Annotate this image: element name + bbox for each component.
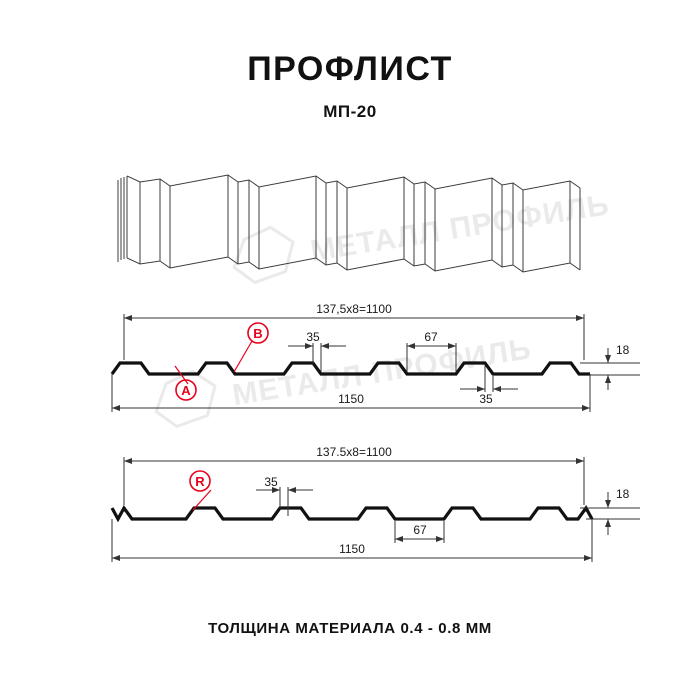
dim-label-crest-35-2: 35 [264,475,278,489]
dim-valley-67-1 [406,343,457,372]
dim-top-pitch-1 [123,314,585,360]
profile-polyline-1 [110,361,590,376]
watermark-isometric: МЕТАЛЛ ПРОФИЛЬ [232,188,612,285]
marker-b: B [233,322,269,373]
dim-label-overall-1150-1: 1150 [338,392,364,406]
dim-overall-1150-2 [111,519,593,562]
svg-text:МЕТАЛЛ ПРОФИЛЬ: МЕТАЛЛ ПРОФИЛЬ [308,188,612,268]
dim-label-valley-67-1: 67 [424,330,438,344]
dim-crest-35-1 [288,343,346,372]
dim-label-crest-35-1: 35 [306,330,320,344]
dim-label-height-18-2: 18 [616,487,630,501]
dim-label-top-pitch-1: 137,5x8=1100 [316,302,392,316]
dim-height-18-1 [580,348,640,390]
dim-label-overall-1150-2: 1150 [339,542,365,556]
dim-label-height-18-1: 18 [616,343,630,357]
iso-corrugations [126,174,581,273]
dim-label-valley-67-2: 67 [413,523,427,537]
isometric-view [117,174,581,273]
iso-edge-cap [117,176,128,262]
profile-polyline-2 [110,505,594,523]
dim-crest-35-2 [256,487,313,516]
dim-label-top-pitch-2: 137.5x8=1100 [316,445,392,459]
section-bottom-view: 137.5x8=1100 R 35 [110,445,640,562]
dim-height-18-2 [580,492,640,535]
section-top-view: 137,5x8=1100 A B [110,302,640,412]
dim-top-pitch-2 [123,457,585,505]
marker-a-label: A [181,383,191,398]
marker-b-label: B [253,326,262,341]
dim-valley-67-2 [394,521,445,543]
material-thickness-note: ТОЛЩИНА МАТЕРИАЛА 0.4 - 0.8 ММ [208,620,492,637]
marker-r: R [189,470,212,511]
dim-crest-35-lower-1 [460,366,518,392]
product-code: МП-20 [323,102,377,121]
dim-label-crest-35-lower-1: 35 [479,392,493,406]
marker-r-label: R [195,474,205,489]
marker-a: A [174,365,197,401]
page-header: ПРОФЛИСТ МП-20 [0,52,700,122]
dim-overall-1150-1 [111,374,591,412]
page-title: ПРОФЛИСТ [247,50,453,88]
